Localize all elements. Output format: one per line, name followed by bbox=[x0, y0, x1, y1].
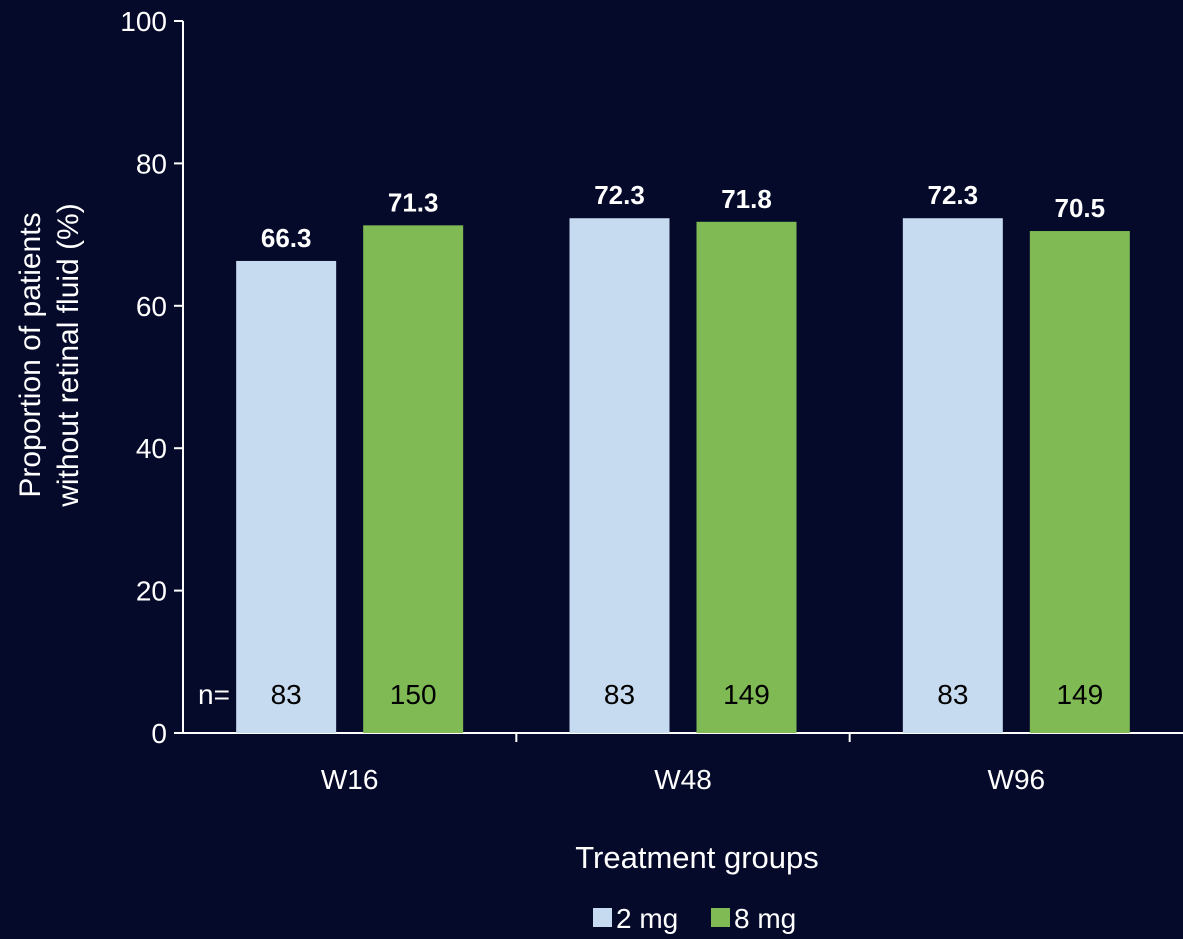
y-tick-label-0: 0 bbox=[151, 718, 167, 749]
bar-W16-8mg bbox=[363, 225, 464, 733]
legend-swatch-2mg bbox=[593, 908, 612, 927]
bar-W48-2mg bbox=[569, 218, 670, 733]
bar-W96-8mg bbox=[1029, 231, 1130, 734]
legend-label-2mg: 2 mg bbox=[616, 903, 678, 934]
data-label-W48-8mg: 71.8 bbox=[721, 184, 772, 214]
n-prefix-label: n= bbox=[198, 679, 230, 710]
bar-W16-2mg bbox=[236, 260, 337, 733]
data-label-W96-8mg: 70.5 bbox=[1055, 193, 1106, 223]
x-tick-label-W48: W48 bbox=[654, 764, 712, 795]
legend-label-8mg: 8 mg bbox=[734, 903, 796, 934]
y-axis-label: Proportion of patients without retinal f… bbox=[14, 203, 85, 507]
bar-W96-2mg bbox=[902, 218, 1003, 733]
y-tick-label-40: 40 bbox=[136, 433, 167, 464]
y-axis-label-line1: Proportion of patients bbox=[14, 212, 47, 497]
n-label-W96-8mg: 149 bbox=[1056, 679, 1103, 710]
legend-swatch-8mg bbox=[711, 908, 730, 927]
y-tick-label-20: 20 bbox=[136, 576, 167, 607]
n-label-W16-8mg: 150 bbox=[390, 679, 437, 710]
n-label-W48-8mg: 149 bbox=[723, 679, 770, 710]
data-label-W16-2mg: 66.3 bbox=[261, 223, 312, 253]
y-axis-label-line2: without retinal fluid (%) bbox=[52, 203, 85, 507]
data-label-W96-2mg: 72.3 bbox=[928, 180, 979, 210]
legend: 2 mg 8 mg bbox=[593, 903, 796, 934]
plot-area: 0 20 40 60 80 100 W16 66.3 83 71.3 150 W48 72.3 83 71.… bbox=[120, 6, 1183, 795]
data-label-W16-8mg: 71.3 bbox=[388, 187, 439, 217]
n-label-W96-2mg: 83 bbox=[937, 679, 968, 710]
x-tick-label-W16: W16 bbox=[321, 764, 379, 795]
x-axis-label: Treatment groups bbox=[575, 840, 819, 875]
y-tick-label-80: 80 bbox=[136, 148, 167, 179]
y-tick-label-100: 100 bbox=[120, 6, 167, 37]
n-label-W16-2mg: 83 bbox=[271, 679, 302, 710]
n-label-W48-2mg: 83 bbox=[604, 679, 635, 710]
y-tick-label-60: 60 bbox=[136, 291, 167, 322]
data-label-W48-2mg: 72.3 bbox=[594, 180, 645, 210]
bar-W48-8mg bbox=[696, 221, 797, 733]
x-tick-label-W96: W96 bbox=[988, 764, 1046, 795]
